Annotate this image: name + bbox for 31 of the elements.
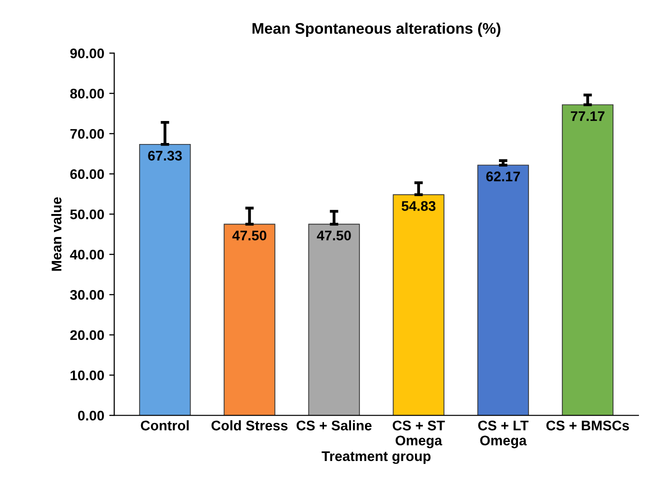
chart-title: Mean Spontaneous alterations (%) xyxy=(252,22,500,37)
y-tick-label: 90.00 xyxy=(70,48,104,58)
y-tick-label: 0.00 xyxy=(78,410,104,421)
x-tick-label: Control xyxy=(140,420,189,430)
x-tick-label: CS + BMSCs xyxy=(546,420,629,430)
y-tick-label: 40.00 xyxy=(70,250,104,260)
x-tick-label: CS + LT Omega xyxy=(478,420,529,448)
x-tick-label: CS + ST Omega xyxy=(392,420,445,448)
y-tick-label: 10.00 xyxy=(70,370,104,380)
x-tick-label: Cold Stress xyxy=(211,420,288,430)
data-label: 62.17 xyxy=(486,172,520,182)
y-tick-label: 60.00 xyxy=(70,169,104,180)
x-tick-label: CS + Saline xyxy=(296,420,372,430)
data-label: 67.33 xyxy=(148,150,182,161)
y-tick-label: 50.00 xyxy=(70,209,104,220)
bar xyxy=(392,194,444,416)
y-tick-label: 80.00 xyxy=(70,88,104,99)
bar xyxy=(477,164,529,416)
y-tick-label: 70.00 xyxy=(70,128,104,139)
y-axis-title: Mean value xyxy=(51,197,62,271)
bar xyxy=(308,224,360,416)
y-tick-label: 30.00 xyxy=(70,290,104,300)
data-label: 54.83 xyxy=(402,201,436,211)
bar xyxy=(562,104,614,416)
bar xyxy=(224,224,276,416)
data-label: 77.17 xyxy=(570,111,604,121)
y-tick-label: 20.00 xyxy=(70,330,104,340)
x-axis-title: Treatment group xyxy=(322,451,431,464)
data-label: 47.50 xyxy=(232,230,266,240)
data-label: 47.50 xyxy=(316,230,351,240)
bar xyxy=(139,144,191,416)
